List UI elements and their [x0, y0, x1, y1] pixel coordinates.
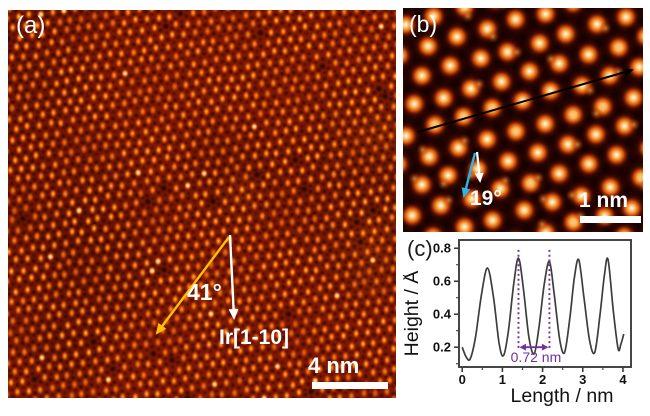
- panel-b-scalebar-label: 1 nm: [579, 189, 629, 212]
- period-label: 0.72 nm: [511, 349, 562, 365]
- profile-curve: [461, 257, 625, 362]
- svg-text:0.2: 0.2: [433, 340, 451, 355]
- panel-b-angle-label: 19°: [470, 187, 502, 210]
- stm-image-a: [8, 10, 396, 398]
- panel-b-scalebar: [580, 216, 641, 223]
- panel-c-label: (c): [407, 236, 433, 261]
- svg-text:0.4: 0.4: [433, 307, 452, 322]
- panel-a-scalebar: [312, 382, 388, 389]
- svg-text:0.8: 0.8: [433, 241, 451, 256]
- panel-a-label: (a): [16, 12, 46, 39]
- period-annotation: 0.72 nm: [511, 249, 562, 365]
- panel-a-scalebar-label: 4 nm: [308, 353, 360, 378]
- svg-text:1: 1: [499, 372, 506, 387]
- stm-panel-b: (b) 19° 1 nm: [403, 8, 643, 232]
- svg-text:4: 4: [619, 372, 627, 387]
- stm-panel-a: (a) 41° Ir[1-10] 4 nm: [8, 10, 396, 398]
- svg-text:0.6: 0.6: [433, 274, 451, 289]
- panel-a-angle-label: 41°: [187, 279, 222, 305]
- x-axis-label: Length / nm: [511, 385, 614, 407]
- y-axis-label: Height / Å: [403, 271, 423, 357]
- line-profile-chart: 0 1 2 3 4 0.2 0.4 0.6 0.8 Length / nm Height / Å 0.…: [403, 239, 632, 407]
- tick-labels: 0 1 2 3 4 0.2 0.4 0.6 0.8: [433, 241, 627, 387]
- svg-text:3: 3: [579, 372, 586, 387]
- panel-b-label: (b): [409, 11, 438, 37]
- axis-box: [458, 239, 632, 368]
- line-profile-panel-c: 0 1 2 3 4 0.2 0.4 0.6 0.8 Length / nm Height / Å 0.…: [403, 236, 650, 416]
- svg-text:0: 0: [459, 372, 466, 387]
- panel-a-direction-label: Ir[1-10]: [219, 326, 290, 349]
- svg-text:2: 2: [539, 372, 546, 387]
